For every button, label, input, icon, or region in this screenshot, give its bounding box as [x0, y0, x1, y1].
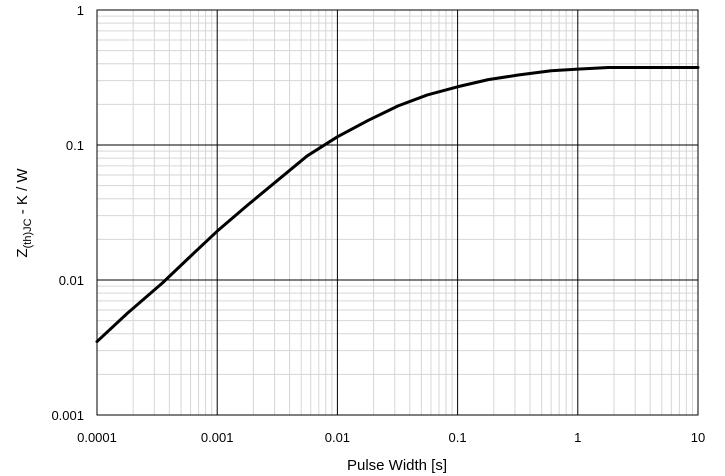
y-tick-label: 1 [77, 3, 84, 18]
plot-frame [96, 9, 699, 416]
minor-grid [97, 10, 698, 415]
x-tick-label: 0.1 [449, 430, 467, 445]
x-tick-label: 0.0001 [77, 430, 117, 445]
x-tick-label: 1 [574, 430, 581, 445]
x-tick-label: 0.01 [325, 430, 350, 445]
y-axis-title-subscript: (th)JC [22, 218, 34, 248]
y-axis-title: Z(th)JC - K / W [14, 168, 34, 258]
y-tick-label: 0.1 [66, 138, 84, 153]
series-line [95, 66, 700, 344]
x-tick-label: 0.001 [201, 430, 234, 445]
y-tick-label: 0.01 [59, 273, 84, 288]
x-tick-labels: 0.0001 0.001 0.01 0.1 1 10 [77, 430, 705, 445]
x-tick-label: 10 [691, 430, 705, 445]
major-grid [97, 10, 698, 415]
y-axis-title-main: Z [14, 248, 31, 257]
y-axis-title-suffix: - K / W [14, 168, 31, 219]
x-axis-title: Pulse Width [s] [347, 457, 447, 474]
y-tick-label: 0.001 [51, 408, 84, 423]
series-layer [95, 66, 700, 344]
y-tick-labels: 0.001 0.01 0.1 1 [51, 3, 84, 423]
